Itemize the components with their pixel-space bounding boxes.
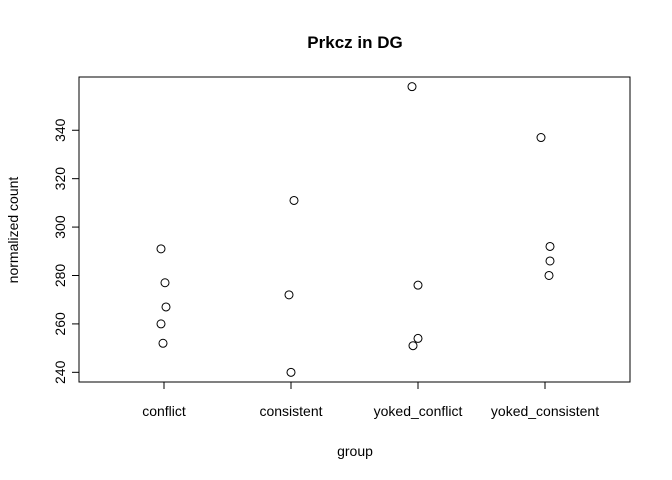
y-tick-label: 280	[52, 264, 68, 288]
x-tick-label: conflict	[142, 403, 186, 419]
data-point	[289, 195, 299, 205]
x-tick-label: yoked_consistent	[491, 403, 599, 419]
data-point	[156, 319, 166, 329]
data-point	[408, 341, 418, 351]
y-axis: 240 260 280 300 320 340	[52, 118, 80, 384]
data-point	[160, 278, 170, 288]
x-tick-label: consistent	[259, 403, 322, 419]
chart-title: Prkcz in DG	[307, 33, 402, 52]
plot-frame	[78, 76, 631, 383]
data-point	[407, 82, 417, 92]
data-point	[286, 367, 296, 377]
data-point	[284, 290, 294, 300]
data-point	[544, 270, 554, 280]
x-axis: conflict consistent yoked_conflict yoked_co…	[142, 381, 599, 419]
data-point	[413, 280, 423, 290]
y-axis-label: normalized count	[5, 177, 21, 284]
data-points	[156, 82, 555, 377]
y-tick-label: 240	[52, 360, 68, 384]
y-tick-label: 340	[52, 118, 68, 142]
data-point	[161, 302, 171, 312]
data-point	[545, 241, 555, 251]
data-point	[545, 256, 555, 266]
y-tick-label: 260	[52, 312, 68, 336]
x-tick-label: yoked_conflict	[374, 403, 463, 419]
data-point	[536, 133, 546, 143]
data-point	[156, 244, 166, 254]
data-point	[413, 333, 423, 343]
data-point	[158, 338, 168, 348]
y-tick-label: 300	[52, 215, 68, 239]
x-axis-label: group	[337, 443, 373, 459]
y-tick-label: 320	[52, 167, 68, 191]
